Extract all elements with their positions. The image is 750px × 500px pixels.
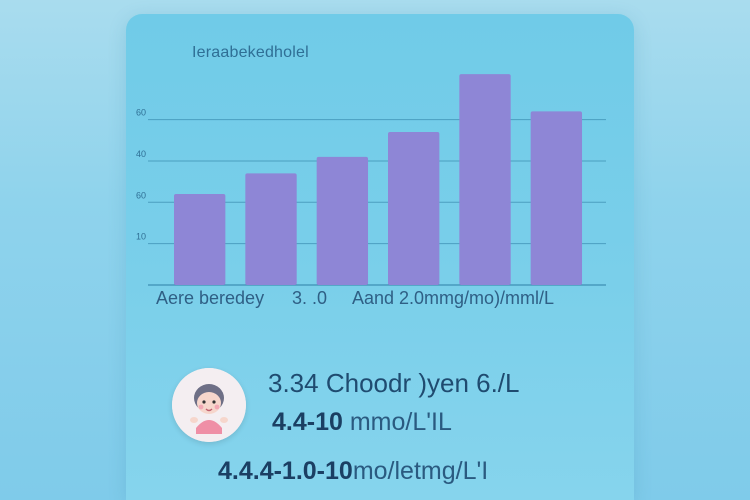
- info-line-3-range: 4.4.4-1.0-10: [218, 457, 353, 485]
- y-tick-label: 10: [136, 232, 146, 242]
- info-line-3-unit: mo/letmg/L'I: [352, 457, 489, 485]
- baby-face-icon: [172, 368, 246, 442]
- bar-chart: 10 60 40 60: [136, 74, 606, 286]
- info-line-1-text: 3.34 Choodr )yen 6./L: [268, 368, 520, 398]
- y-tick-label: 60: [136, 190, 146, 200]
- bar-6: [530, 111, 583, 285]
- avatar: [172, 368, 246, 442]
- bar-2: [245, 173, 297, 285]
- info-line-2-range: 4.4-10: [272, 408, 343, 436]
- info-line-1: 3.34 Choodr )yen 6./L: [268, 368, 520, 399]
- info-line-2: 4.4-10 mmo/L'IL: [272, 408, 452, 437]
- x-caption-right: Aand 2.0mmg/mo)/mml/L: [352, 288, 555, 308]
- y-tick-label: 40: [136, 149, 146, 159]
- bar-5: [459, 74, 511, 285]
- bar-1: [174, 194, 226, 285]
- bar-4: [388, 132, 440, 285]
- x-caption-middle: 3. .0: [292, 288, 328, 308]
- x-caption-left: Aere beredey: [156, 288, 265, 308]
- info-line-3: 4.4.4-1.0-10mo/letmg/L'I: [218, 457, 488, 486]
- bar-3: [316, 156, 369, 285]
- y-tick-label: 60: [136, 108, 146, 118]
- chart-title: Ieraabekedholel: [192, 44, 309, 61]
- info-line-2-unit: mmo/L'IL: [342, 408, 452, 436]
